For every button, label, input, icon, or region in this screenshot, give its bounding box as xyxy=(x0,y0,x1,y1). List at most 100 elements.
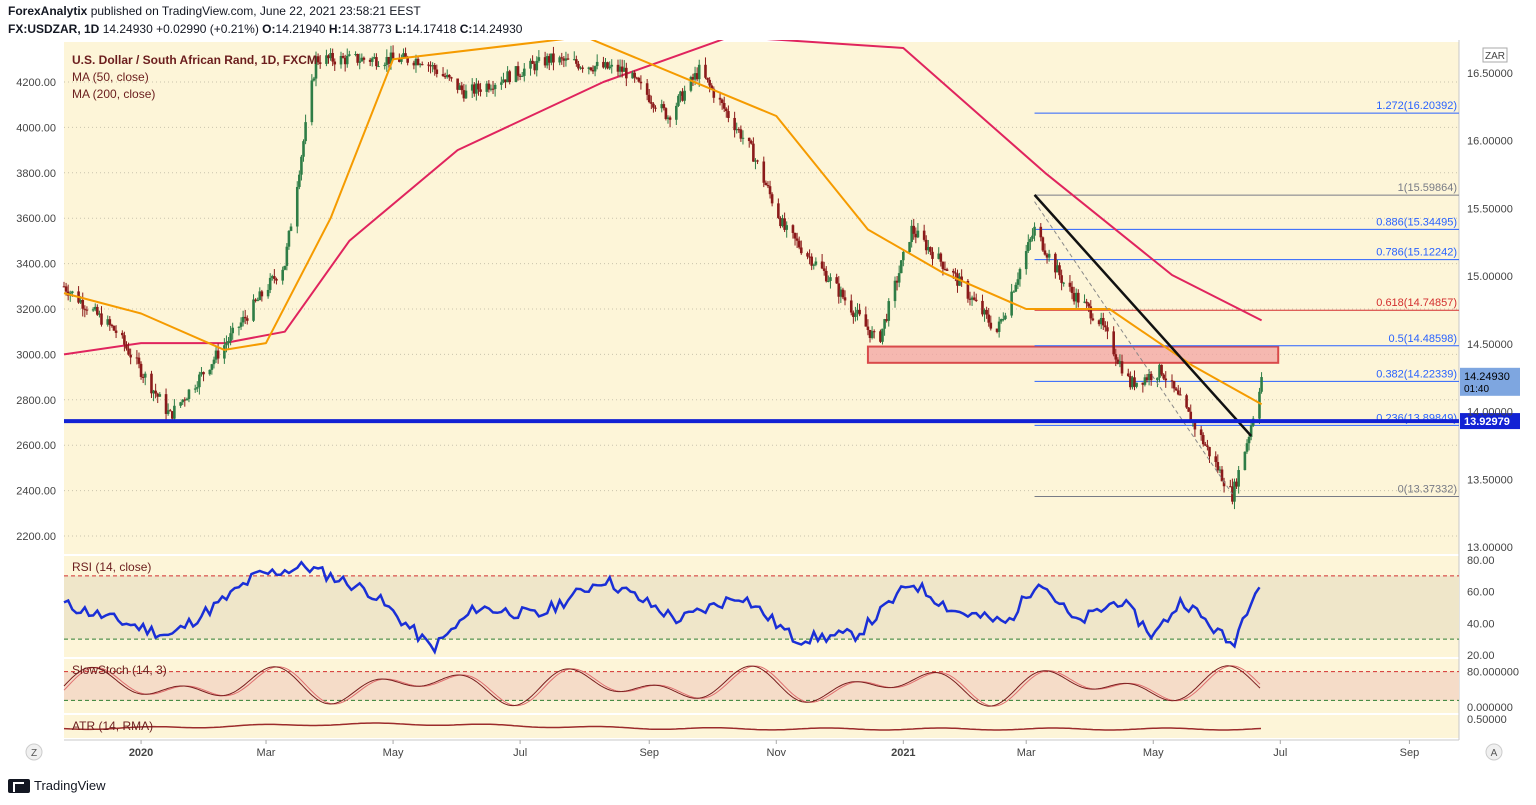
candle-body-134 xyxy=(450,77,453,79)
zoom-button[interactable] xyxy=(25,743,43,761)
candle-body-8 xyxy=(83,308,87,310)
x-tick-label-0: 2020 xyxy=(129,747,153,759)
stoch-d-line[interactable] xyxy=(63,665,1261,707)
candle-body-122 xyxy=(416,58,420,65)
candle-body-365 xyxy=(1126,373,1130,377)
candle-body-43 xyxy=(185,398,189,401)
candle-body-224 xyxy=(712,88,716,98)
candle-body-327 xyxy=(1014,284,1018,292)
candle-body-234 xyxy=(741,137,745,139)
candle-body-27 xyxy=(139,363,143,377)
candle-body-203 xyxy=(652,103,655,108)
symbol-ohlc-line: FX:USDZAR, 1D 14.24930 +0.02990 (+0.21%)… xyxy=(8,22,522,36)
candle-body-10 xyxy=(91,309,95,311)
rsi-tick-3: 20.00 xyxy=(1467,650,1495,662)
candle-body-176 xyxy=(575,59,578,64)
candle-body-6 xyxy=(79,300,82,303)
candle-body-100 xyxy=(354,54,357,56)
legend-ma200[interactable]: MA (200, close) xyxy=(72,87,155,101)
candle-body-277 xyxy=(868,329,872,338)
candle-body-148 xyxy=(491,88,495,90)
candle-body-44 xyxy=(187,389,191,399)
candle-body-163 xyxy=(535,60,539,71)
footer-brand[interactable]: TradingView xyxy=(34,778,106,793)
candle-body-151 xyxy=(502,79,505,83)
candle-body-126 xyxy=(429,65,432,67)
resistance-zone[interactable] xyxy=(866,345,1280,364)
candle-body-330 xyxy=(1024,251,1028,270)
candle-body-205 xyxy=(660,104,664,109)
candle-body-87 xyxy=(314,56,318,79)
fib-diagonal-line[interactable] xyxy=(1034,201,1233,495)
candle-body-367 xyxy=(1131,377,1134,388)
left-axis-tick-8: 2600.00 xyxy=(16,440,56,452)
auto-scale-button[interactable] xyxy=(1485,743,1503,761)
candle-body-339 xyxy=(1047,253,1051,258)
candle-body-275 xyxy=(864,314,868,327)
candle-body-169 xyxy=(552,53,555,63)
downtrend-line[interactable] xyxy=(1033,194,1253,437)
candle-body-117 xyxy=(402,53,405,58)
stoch-band xyxy=(64,671,1459,701)
candle-body-359 xyxy=(1106,327,1109,332)
chart-canvas[interactable]: 1.272(16.20392) 1(15.59864) 0.886(15.34495… xyxy=(0,40,1536,770)
legend-stoch[interactable]: SlowStoch (14, 3) xyxy=(72,663,167,677)
candle-body-33 xyxy=(156,393,160,397)
candle-body-222 xyxy=(708,79,711,86)
candle-body-322 xyxy=(999,319,1003,322)
candle-body-271 xyxy=(852,312,855,317)
candle-body-206 xyxy=(662,104,666,109)
candle-body-316 xyxy=(983,309,986,315)
candle-body-370 xyxy=(1141,382,1145,385)
candle-body-116 xyxy=(400,57,403,62)
candle-body-119 xyxy=(406,56,409,63)
candle-body-408 xyxy=(1249,425,1253,437)
legend-rsi[interactable]: RSI (14, close) xyxy=(72,560,151,574)
candle-body-183 xyxy=(593,66,597,72)
right-axis-tick-4: 14.50000 xyxy=(1467,339,1513,351)
candle-body-155 xyxy=(514,66,518,83)
candle-body-132 xyxy=(445,74,449,78)
candle-body-267 xyxy=(839,289,843,297)
candle-body-184 xyxy=(595,61,599,67)
currency-box[interactable] xyxy=(1482,47,1508,63)
candle-body-178 xyxy=(579,67,582,69)
author[interactable]: ForexAnalytix xyxy=(8,4,88,18)
left-axis-tick-4: 3400.00 xyxy=(16,259,56,271)
auto-scale-label: A xyxy=(1491,748,1498,759)
stoch-k-line[interactable] xyxy=(63,665,1261,707)
candle-body-237 xyxy=(752,143,755,162)
candle-body-103 xyxy=(360,57,364,62)
left-axis-tick-7: 2800.00 xyxy=(16,395,56,407)
candle-body-407 xyxy=(1247,436,1251,444)
candle-body-314 xyxy=(974,299,978,301)
candle-body-291 xyxy=(910,225,913,243)
candle-body-315 xyxy=(981,300,984,315)
rsi-line[interactable] xyxy=(63,560,1261,655)
candle-body-56 xyxy=(225,343,228,346)
published-text: published on TradingView.com, June 22, 2… xyxy=(90,4,421,18)
candle-body-173 xyxy=(564,58,568,61)
candle-body-295 xyxy=(922,230,926,240)
candle-body-399 xyxy=(1222,481,1226,487)
candle-body-197 xyxy=(635,77,639,79)
atr-line[interactable] xyxy=(63,722,1262,731)
candle-body-95 xyxy=(339,55,343,65)
candle-body-299 xyxy=(931,251,934,259)
candle-body-279 xyxy=(872,331,876,333)
candle-body-340 xyxy=(1054,253,1057,273)
candle-body-371 xyxy=(1143,377,1147,385)
candle-body-68 xyxy=(258,291,262,301)
candle-body-318 xyxy=(987,314,991,323)
ma50-line[interactable] xyxy=(63,40,1263,406)
candle-body-89 xyxy=(318,62,322,64)
legend-ma50[interactable]: MA (50, close) xyxy=(72,70,149,84)
candle-body-198 xyxy=(637,77,641,82)
legend-atr[interactable]: ATR (14, RMA) xyxy=(72,719,153,733)
candle-body-218 xyxy=(695,73,699,80)
candle-body-380 xyxy=(1170,380,1174,382)
candle-body-94 xyxy=(333,61,337,65)
low-value: 14.17418 xyxy=(406,22,457,36)
candle-body-341 xyxy=(1056,265,1059,273)
left-axis-tick-3: 3600.00 xyxy=(16,213,56,225)
